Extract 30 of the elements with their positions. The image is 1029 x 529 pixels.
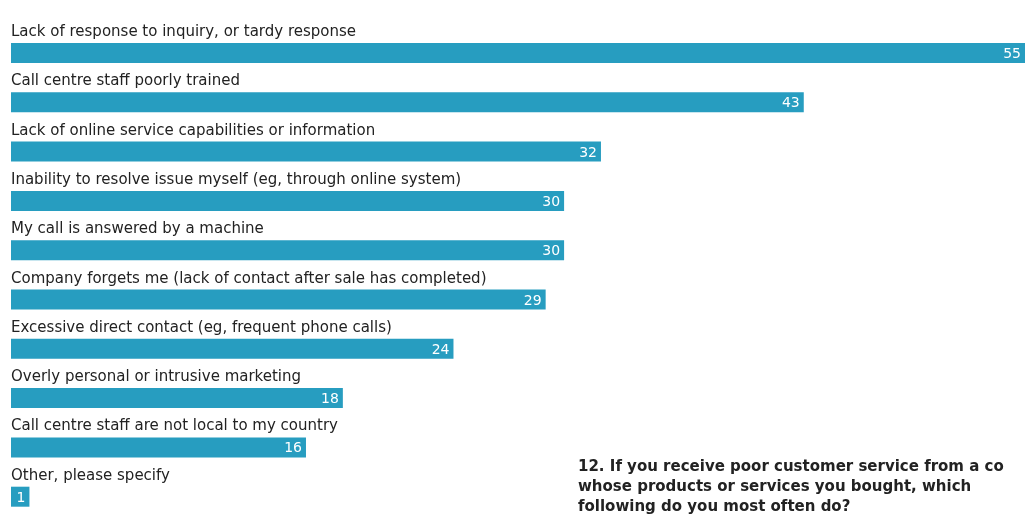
y-tick-label: Inability to resolve issue myself (eg, through online system) xyxy=(11,169,462,188)
y-tick-label: Call centre staff are not local to my country xyxy=(11,416,339,435)
y-tick-label: Company forgets me (lack of contact after sale has completed) xyxy=(11,268,487,287)
data-label: 29 xyxy=(523,291,542,308)
bar xyxy=(11,92,804,113)
bar xyxy=(11,437,306,458)
bar xyxy=(11,190,565,211)
bar xyxy=(11,388,343,409)
bar xyxy=(11,289,546,310)
data-label: 30 xyxy=(542,242,561,259)
data-label: 55 xyxy=(1003,45,1021,61)
bar xyxy=(11,240,565,261)
data-label: 1 xyxy=(16,488,26,505)
y-tick-label: Lack of response to inquiry, or tardy response xyxy=(11,22,357,40)
annotation: 12. If you receive poor customer service from a co whose products or services you bought, which following do you most often do? xyxy=(578,456,1004,516)
bar xyxy=(11,43,1025,63)
y-tick-label: Overly personal or intrusive marketing xyxy=(11,367,302,386)
bar xyxy=(11,338,454,359)
y-tick-label: Call centre staff poorly trained xyxy=(11,71,240,90)
y-tick-label: Lack of online service capabilities or information xyxy=(11,120,376,139)
data-label: 43 xyxy=(781,94,800,111)
y-tick-label: Other, please specify xyxy=(11,465,171,484)
data-label: 32 xyxy=(579,143,597,160)
data-label: 30 xyxy=(542,192,561,209)
data-label: 18 xyxy=(321,390,339,407)
y-tick-label: Excessive direct contact (eg, frequent phone calls) xyxy=(11,317,392,336)
data-label: 24 xyxy=(431,340,450,357)
data-label: 16 xyxy=(284,439,303,456)
y-tick-label: My call is answered by a machine xyxy=(11,219,264,238)
bar xyxy=(11,141,601,162)
